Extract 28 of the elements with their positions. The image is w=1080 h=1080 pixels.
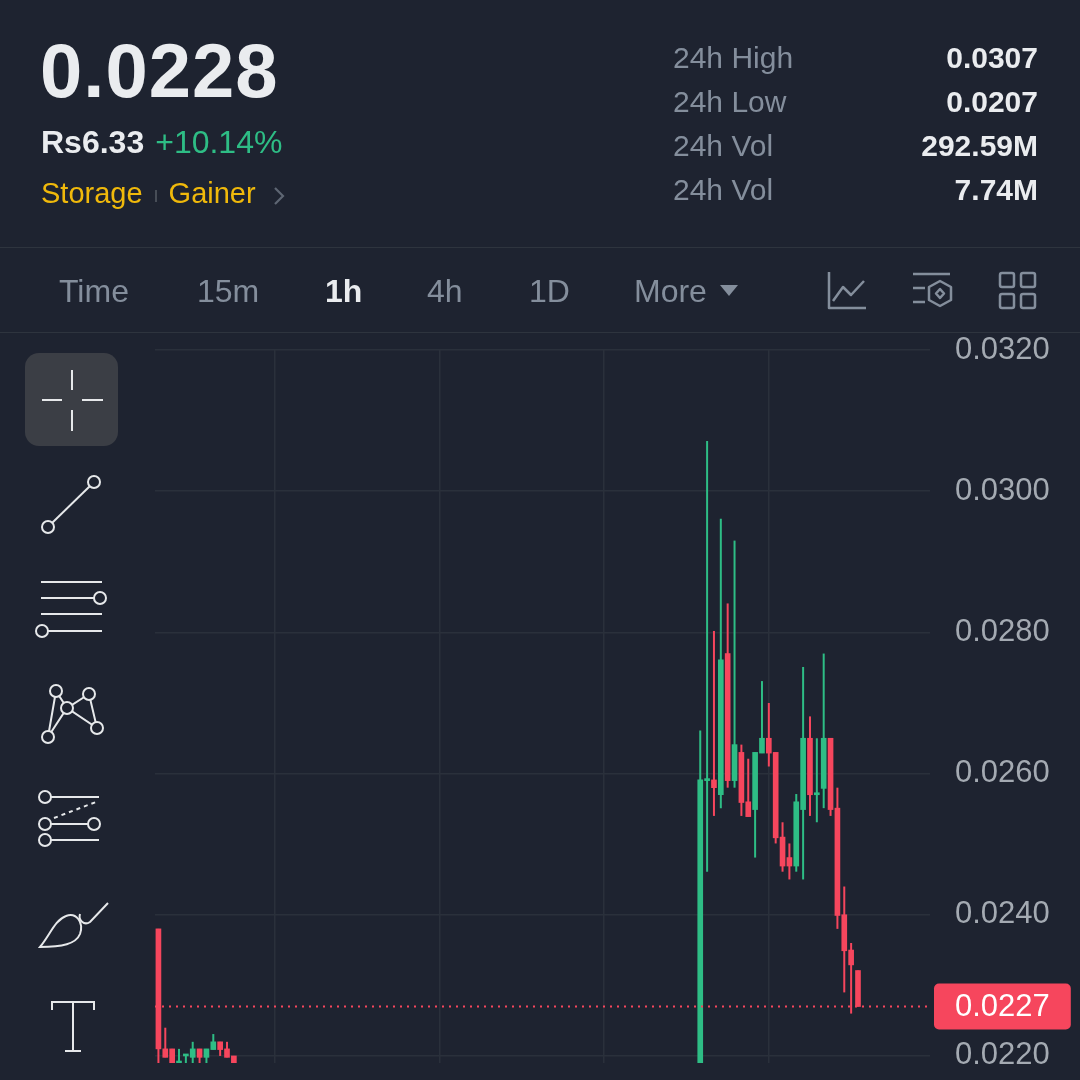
text: More [634,273,707,309]
ref-line-label: 0.0227 [955,988,1050,1024]
chart-subtitle: Rs6.33 [41,124,145,160]
text: 1D [529,273,570,309]
text: 292.59M [921,129,1038,162]
y-tick-label: 0.0280 [955,612,1050,648]
y-tick-label: 0.0300 [955,471,1050,507]
text: 24h Low [673,85,787,118]
text: 24h Vol [673,129,774,162]
text: Storage [41,177,143,209]
text: 4h [427,273,463,309]
text: 15m [197,273,260,309]
y-tick-label: 0.0320 [955,330,1050,366]
candlestick [814,738,820,823]
text: 0.0307 [946,41,1038,74]
text: 1h [325,273,363,309]
y-tick-label: 0.0260 [955,754,1050,790]
candlestick [711,630,717,816]
text: Time [59,273,129,309]
text: +10.14% [155,124,283,160]
text: 7.74M [954,173,1038,206]
text: Gainer [168,177,256,209]
text: 0.0207 [946,85,1038,118]
y-tick-label: 0.0240 [955,895,1050,931]
chart-title: 0.0228 [40,28,279,113]
text: 24h Vol [673,173,774,206]
y-tick-label: 0.0220 [955,1036,1050,1072]
text: 24h High [673,41,794,74]
